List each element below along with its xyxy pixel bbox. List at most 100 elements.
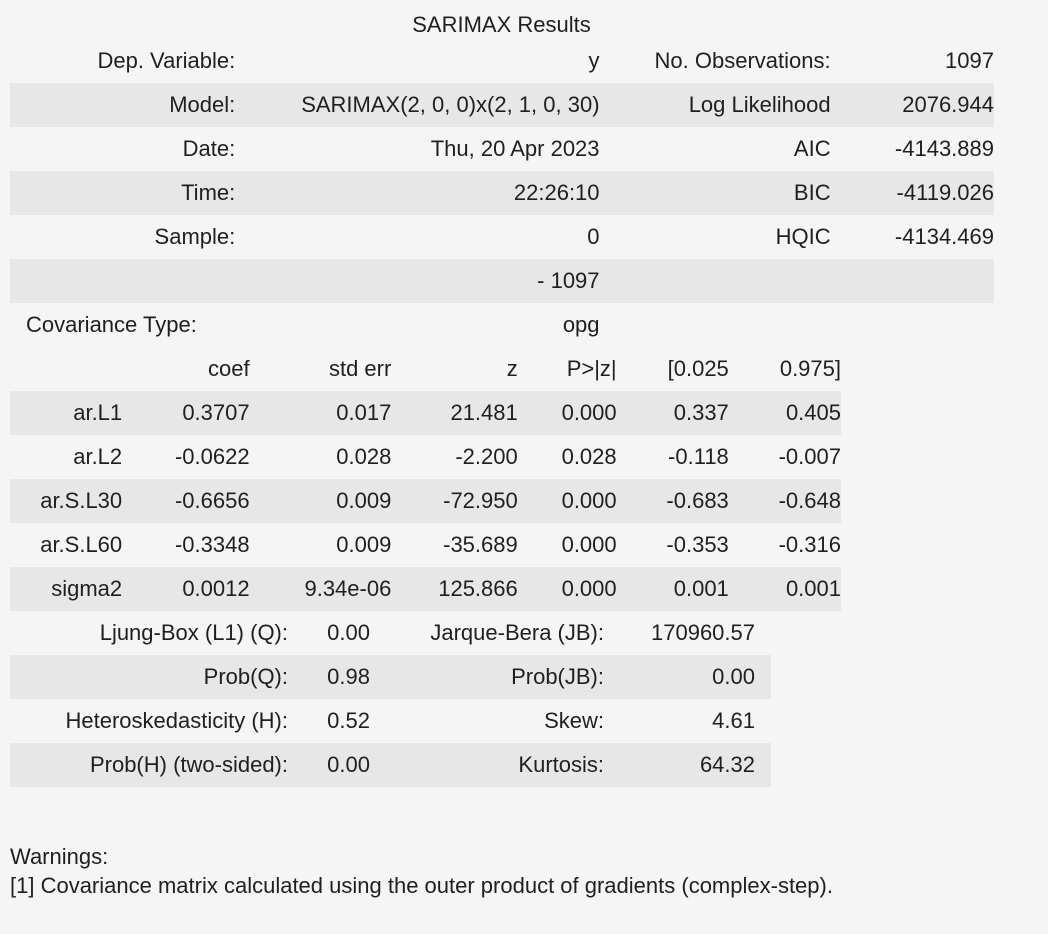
table-cell: 0.0012 <box>122 567 250 611</box>
table-row: ar.S.L60 -0.3348 0.009 -35.689 0.000 -0.… <box>10 523 841 567</box>
warnings-title: Warnings: <box>10 844 109 869</box>
summary-value: Thu, 20 Apr 2023 <box>430 136 600 161</box>
param-name: ar.S.L60 <box>40 532 123 557</box>
table-cell-spacer <box>755 743 771 787</box>
column-header <box>10 347 122 391</box>
summary-value <box>830 259 994 303</box>
summary-value: -4143.889 <box>894 136 994 161</box>
table-cell: 125.866 <box>391 567 518 611</box>
table-row: - 1097 <box>10 259 994 303</box>
param-name: ar.S.L30 <box>10 479 123 523</box>
diagnostic-label: Prob(JB): <box>370 655 604 699</box>
summary-value: SARIMAX(2, 0, 0)x(2, 1, 0, 30) <box>235 83 600 127</box>
summary-label: No. Observations: <box>654 48 831 73</box>
diagnostic-label: Ljung-Box (L1) (Q): <box>99 620 288 645</box>
table-cell: -0.316 <box>778 532 841 557</box>
summary-label: BIC <box>599 171 831 215</box>
table-cell: 0.000 <box>517 567 617 611</box>
table-row: Covariance Type: opg <box>10 303 994 347</box>
table-row: Sample: 0 HQIC -4134.469 <box>10 215 994 259</box>
table-cell: 0.001 <box>616 567 729 611</box>
table-row: Dep. Variable: y No. Observations: 1097 <box>10 39 994 83</box>
table-cell: -35.689 <box>443 532 518 557</box>
table-cell: -72.950 <box>391 479 518 523</box>
column-header: z <box>506 356 518 381</box>
diagnostic-label: Heteroskedasticity (H): <box>65 708 288 733</box>
summary-label: HQIC <box>775 224 831 249</box>
param-name: ar.L2 <box>73 444 123 469</box>
table-row: Date: Thu, 20 Apr 2023 AIC -4143.889 <box>10 127 994 171</box>
summary-label <box>599 259 831 303</box>
table-row: Prob(H) (two-sided): 0.00 Kurtosis: 64.3… <box>10 743 771 787</box>
table-cell: 0.3707 <box>122 391 250 435</box>
diagnostic-label: Prob(Q): <box>10 655 288 699</box>
table-row: ar.S.L30 -0.6656 0.009 -72.950 0.000 -0.… <box>10 479 841 523</box>
diagnostic-value: 0.00 <box>604 655 755 699</box>
table-row: sigma2 0.0012 9.34e-06 125.866 0.000 0.0… <box>10 567 841 611</box>
diagnostic-label: Prob(H) (two-sided): <box>10 743 288 787</box>
diagnostic-label: Jarque-Bera (JB): <box>430 620 604 645</box>
summary-value: - 1097 <box>235 259 600 303</box>
column-header: P>|z| <box>566 356 617 381</box>
param-name: sigma2 <box>10 567 123 611</box>
summary-label: Date: <box>182 136 236 161</box>
param-name: ar.L1 <box>10 391 123 435</box>
table-cell: -0.118 <box>668 444 729 469</box>
table-row: Heteroskedasticity (H): 0.52 Skew: 4.61 <box>10 699 771 743</box>
summary-value <box>831 303 994 347</box>
summary-label <box>10 259 236 303</box>
table-row: Ljung-Box (L1) (Q): 0.00 Jarque-Bera (JB… <box>10 611 771 655</box>
column-header: std err <box>328 356 392 381</box>
summary-label <box>600 303 831 347</box>
results-caption: SARIMAX Results <box>412 12 591 37</box>
table-cell-spacer <box>755 699 771 743</box>
table-cell: -0.0622 <box>174 444 250 469</box>
table-cell: 0.405 <box>728 391 841 435</box>
column-header: coef <box>208 356 250 381</box>
diagnostic-value: 170960.57 <box>651 620 755 645</box>
summary-label: Sample: <box>154 224 236 249</box>
table-row: Time: 22:26:10 BIC -4119.026 <box>10 171 994 215</box>
model-summary-table: Dep. Variable: y No. Observations: 1097 … <box>10 39 994 347</box>
table-cell: 0.028 <box>336 444 392 469</box>
diagnostic-label: Kurtosis: <box>370 743 604 787</box>
table-header-row: coef std err z P>|z| [0.025 0.975] <box>10 347 841 391</box>
table-cell: -0.3348 <box>174 532 250 557</box>
summary-label: Time: <box>10 171 236 215</box>
table-cell: 0.000 <box>517 479 617 523</box>
table-cell: 0.001 <box>728 567 841 611</box>
summary-label: Covariance Type: <box>26 312 197 337</box>
table-cell: 0.028 <box>561 444 617 469</box>
table-cell: -0.6656 <box>122 479 250 523</box>
diagnostic-value: 4.61 <box>712 708 755 733</box>
diagnostic-value: 0.52 <box>327 708 370 733</box>
table-cell: 0.337 <box>616 391 729 435</box>
diagnostics-table: Ljung-Box (L1) (Q): 0.00 Jarque-Bera (JB… <box>10 611 771 787</box>
summary-value: 2076.944 <box>830 83 994 127</box>
summary-value: 1097 <box>945 48 994 73</box>
diagnostic-value: 64.32 <box>604 743 755 787</box>
table-cell: -2.200 <box>455 444 518 469</box>
column-header: 0.975] <box>779 356 841 381</box>
table-row: Prob(Q): 0.98 Prob(JB): 0.00 <box>10 655 771 699</box>
summary-value: 0 <box>587 224 600 249</box>
coefficients-table: coef std err z P>|z| [0.025 0.975] ar.L1… <box>10 347 841 611</box>
table-cell: -0.353 <box>666 532 729 557</box>
table-cell: 0.009 <box>336 532 392 557</box>
diagnostic-label: Skew: <box>544 708 604 733</box>
table-row: ar.L2 -0.0622 0.028 -2.200 0.028 -0.118 … <box>10 435 841 479</box>
summary-label: AIC <box>793 136 831 161</box>
table-cell: 0.000 <box>561 532 617 557</box>
diagnostic-value: 0.98 <box>288 655 370 699</box>
summary-label: Model: <box>10 83 236 127</box>
table-row: Model: SARIMAX(2, 0, 0)x(2, 1, 0, 30) Lo… <box>10 83 994 127</box>
table-cell: 0.000 <box>517 391 617 435</box>
diagnostic-value: 0.00 <box>327 620 370 645</box>
summary-value: -4119.026 <box>830 171 994 215</box>
summary-value: y <box>588 48 600 73</box>
table-cell-spacer <box>755 611 771 655</box>
table-cell: -0.007 <box>778 444 841 469</box>
table-cell: -0.683 <box>616 479 729 523</box>
table-cell-spacer <box>755 655 771 699</box>
table-cell: 0.009 <box>249 479 392 523</box>
